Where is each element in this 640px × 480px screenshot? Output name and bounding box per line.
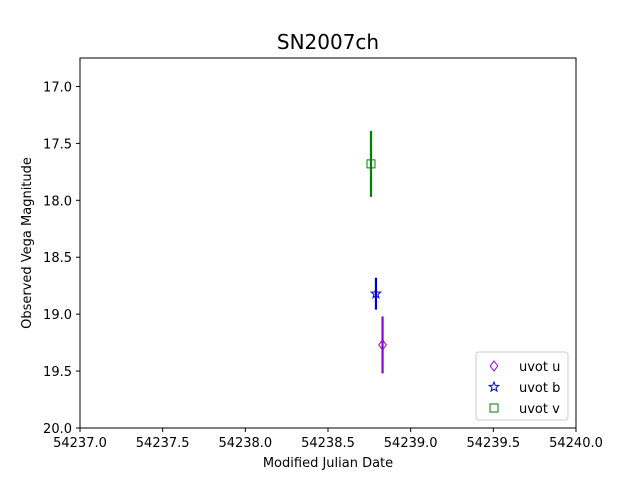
y-axis-ticks: 17.0 17.5 18.0 18.5 19.0 19.5 20.0: [43, 80, 80, 437]
y-tick-label: 18.5: [43, 251, 72, 266]
y-tick-label: 17.0: [43, 80, 72, 95]
square-marker: [366, 159, 376, 169]
diamond-marker: [378, 339, 387, 351]
legend-box: [475, 351, 569, 421]
x-tick-label: 54237.5: [136, 436, 190, 451]
x-tick-label: 54238.0: [218, 436, 272, 451]
y-tick-label: 20.0: [43, 422, 72, 437]
y-tick-label: 19.5: [43, 365, 72, 380]
x-tick-label: 54240.0: [549, 436, 603, 451]
star-marker: [369, 287, 383, 299]
x-tick-label: 54239.5: [466, 436, 520, 451]
legend-label: uvot v: [519, 402, 560, 417]
x-tick-label: 54237.0: [53, 436, 107, 451]
star-marker: [487, 380, 501, 393]
x-tick-label: 54238.5: [301, 436, 355, 451]
x-axis-label: Modified Julian Date: [263, 456, 393, 471]
x-tick-label: 54239.0: [384, 436, 438, 451]
y-axis-label: Observed Vega Magnitude: [20, 157, 35, 329]
diamond-marker: [489, 360, 499, 372]
legend-label: uvot u: [519, 360, 560, 375]
chart-title: SN2007ch: [277, 30, 379, 54]
square-marker: [489, 403, 499, 413]
legend-label: uvot b: [519, 381, 560, 396]
y-tick-label: 17.5: [43, 137, 72, 152]
data-points: [366, 130, 387, 374]
y-tick-label: 18.0: [43, 194, 72, 209]
x-axis-ticks: 54237.0 54237.5 54238.0 54238.5 54239.0 54239…: [53, 428, 603, 451]
y-tick-label: 19.0: [43, 308, 72, 323]
legend: uvot u uvot b uvot v: [475, 351, 569, 421]
